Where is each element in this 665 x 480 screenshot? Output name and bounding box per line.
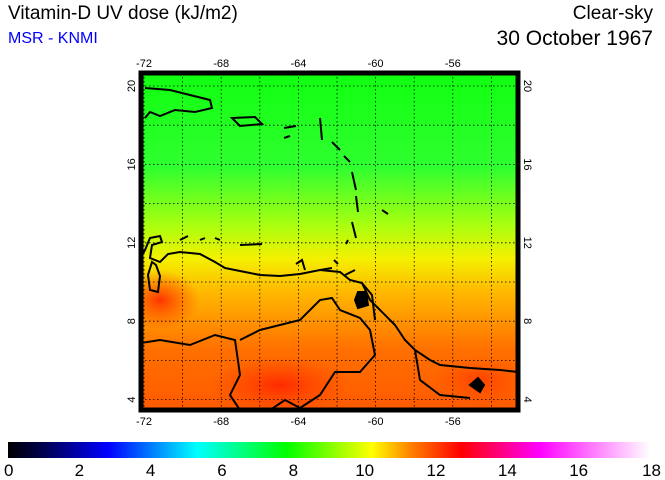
sky-condition: Clear-sky xyxy=(572,3,653,24)
colorbar-tick-label: 6 xyxy=(217,461,226,480)
lat-label-left: 12 xyxy=(126,237,138,249)
lon-label-top: -68 xyxy=(213,58,229,70)
lat-label-right: 20 xyxy=(521,80,533,92)
lat-label-left: 16 xyxy=(126,158,138,170)
colorbar-tick-label: 4 xyxy=(146,461,155,480)
lon-label-top: -72 xyxy=(136,58,152,70)
lon-label-top: -56 xyxy=(445,58,461,70)
lon-label-bottom: -60 xyxy=(368,416,384,428)
colorbar-tick-label: 18 xyxy=(642,461,661,480)
colorbar xyxy=(8,442,650,458)
uv-field xyxy=(141,73,518,410)
date-label: 30 October 1967 xyxy=(496,27,653,50)
lon-label-top: -60 xyxy=(368,58,384,70)
lon-label-bottom: -72 xyxy=(136,416,152,428)
colorbar-tick-label: 14 xyxy=(498,461,517,480)
lon-label-bottom: -68 xyxy=(213,416,229,428)
lat-label-right: 8 xyxy=(521,318,533,324)
source-label: MSR - KNMI xyxy=(8,30,98,47)
lat-label-right: 16 xyxy=(521,158,533,170)
lon-label-bottom: -64 xyxy=(290,416,306,428)
lon-label-top: -64 xyxy=(290,58,306,70)
axis-ticks: -72 -72 -68 -68 -64 -64 -60 -60 -56 -56 20 20 16 16 12… xyxy=(126,58,533,428)
map-frame xyxy=(138,70,521,413)
lat-label-left: 20 xyxy=(126,80,138,92)
graticule xyxy=(141,73,518,410)
colorbar-tick-label: 2 xyxy=(75,461,84,480)
figure-title: Vitamin-D UV dose (kJ/m2) xyxy=(8,3,238,24)
lat-label-left: 4 xyxy=(126,397,138,403)
lon-label-bottom: -56 xyxy=(445,416,461,428)
lat-label-right: 12 xyxy=(521,237,533,249)
colorbar-tick-label: 0 xyxy=(4,461,13,480)
colorbar-tick-label: 12 xyxy=(427,461,446,480)
colorbar-tick-label: 16 xyxy=(569,461,588,480)
colorbar-labels: 0 2 4 6 8 10 12 14 16 18 xyxy=(4,461,661,480)
lat-label-right: 4 xyxy=(521,397,533,403)
colorbar-tick-label: 10 xyxy=(355,461,374,480)
colorbar-tick-label: 8 xyxy=(289,461,298,480)
coastlines xyxy=(141,87,518,410)
lat-label-left: 8 xyxy=(126,318,138,324)
